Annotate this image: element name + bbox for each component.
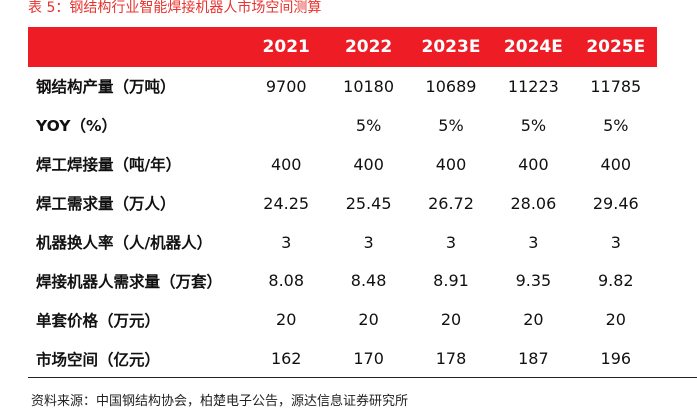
row-label: 钢结构产量（万吨） <box>36 78 176 97</box>
header-cell-2023e: 2023E <box>409 27 493 67</box>
table-cell: 3 <box>281 232 292 252</box>
table-cell: 9.35 <box>515 271 552 291</box>
table-cell: 20 <box>440 310 462 330</box>
table-cell: 5% <box>603 115 629 135</box>
table-row: 焊工焊接量（吨/年） 400 400 400 400 400 <box>28 145 657 184</box>
data-table: 2021 2022 2023E 2024E 2025E 钢结构产量（万吨） 97… <box>28 27 657 378</box>
header-cell-2025e: 2025E <box>574 27 657 67</box>
table-cell: 196 <box>600 349 632 369</box>
table-cell: 400 <box>435 154 467 174</box>
row-label: 市场空间（亿元） <box>36 350 161 369</box>
table-cell: 24.25 <box>263 193 310 213</box>
table-cell: 400 <box>600 154 632 174</box>
table-cell: 20 <box>276 310 297 330</box>
row-label: YOY（%） <box>36 117 118 136</box>
table-cell: 3 <box>610 232 621 252</box>
table-cell: 20 <box>523 310 544 330</box>
table-row: 钢结构产量（万吨） 9700 10180 10689 11223 11785 <box>28 67 657 106</box>
table-cell: 8.48 <box>350 271 387 291</box>
table-cell: 26.72 <box>428 193 474 213</box>
table-row: 单套价格（万元） 20 20 20 20 20 <box>28 300 657 339</box>
header-cell-blank <box>28 27 246 67</box>
table-cell: 5% <box>438 115 464 135</box>
header-row: 2021 2022 2023E 2024E 2025E <box>28 27 657 67</box>
table-cell: 5% <box>520 115 547 135</box>
row-label: 焊工需求量（万人） <box>36 195 176 214</box>
table-row: 市场空间（亿元） 162 170 178 187 196 <box>28 339 657 378</box>
table-cell: 400 <box>518 154 549 174</box>
table-cell: 187 <box>518 349 549 369</box>
table-cell: 400 <box>353 154 384 174</box>
row-label: 单套价格（万元） <box>36 311 161 330</box>
table-row: 焊接机器人需求量（万套） 8.08 8.48 8.91 9.35 9.82 <box>28 261 657 300</box>
bottom-rule <box>28 377 697 378</box>
table-cell: 9.82 <box>597 271 634 291</box>
table-row: YOY（%） 5% 5% 5% 5% <box>28 106 657 145</box>
table-cell: 11223 <box>507 76 559 96</box>
row-label: 焊工焊接量（吨/年） <box>36 156 182 175</box>
table-cell: 5% <box>355 115 382 135</box>
table-cell: 178 <box>435 349 467 369</box>
header-cell-2022: 2022 <box>327 27 410 67</box>
source-note: 资料来源：中国钢结构协会，柏楚电子公告，源达信息证券研究所 <box>31 394 409 409</box>
table-cell: 28.06 <box>510 193 557 213</box>
table-cell: 9700 <box>265 76 307 96</box>
table-cell: 10689 <box>425 76 477 96</box>
table-cell: 20 <box>358 310 379 330</box>
table-cell: 8.08 <box>268 271 305 291</box>
table-cell: 400 <box>270 154 302 174</box>
table-cell: 29.46 <box>592 193 639 213</box>
table-row: 焊工需求量（万人） 24.25 25.45 26.72 28.06 29.46 <box>28 184 657 223</box>
table-cell: 170 <box>353 349 384 369</box>
table-cell: 3 <box>528 232 539 252</box>
table-cell: 20 <box>605 310 626 330</box>
table-cell: 11785 <box>590 76 642 96</box>
table-cell: 10180 <box>343 76 395 96</box>
header-cell-2021: 2021 <box>245 27 328 67</box>
row-label: 焊接机器人需求量（万套） <box>36 272 223 291</box>
table-cell <box>245 106 327 145</box>
table-row: 机器换人率（人/机器人） 3 3 3 3 3 <box>28 223 657 262</box>
row-label: 机器换人率（人/机器人） <box>36 234 213 252</box>
table-cell: 3 <box>445 232 457 252</box>
header-cell-2024e: 2024E <box>492 27 575 67</box>
table-cell: 162 <box>270 349 302 369</box>
table-cell: 25.45 <box>345 193 392 213</box>
table-cell: 8.91 <box>433 271 469 291</box>
table-cell: 3 <box>363 232 374 252</box>
table-caption: 表 5：钢结构行业智能焊接机器人市场空间测算 <box>28 0 322 16</box>
